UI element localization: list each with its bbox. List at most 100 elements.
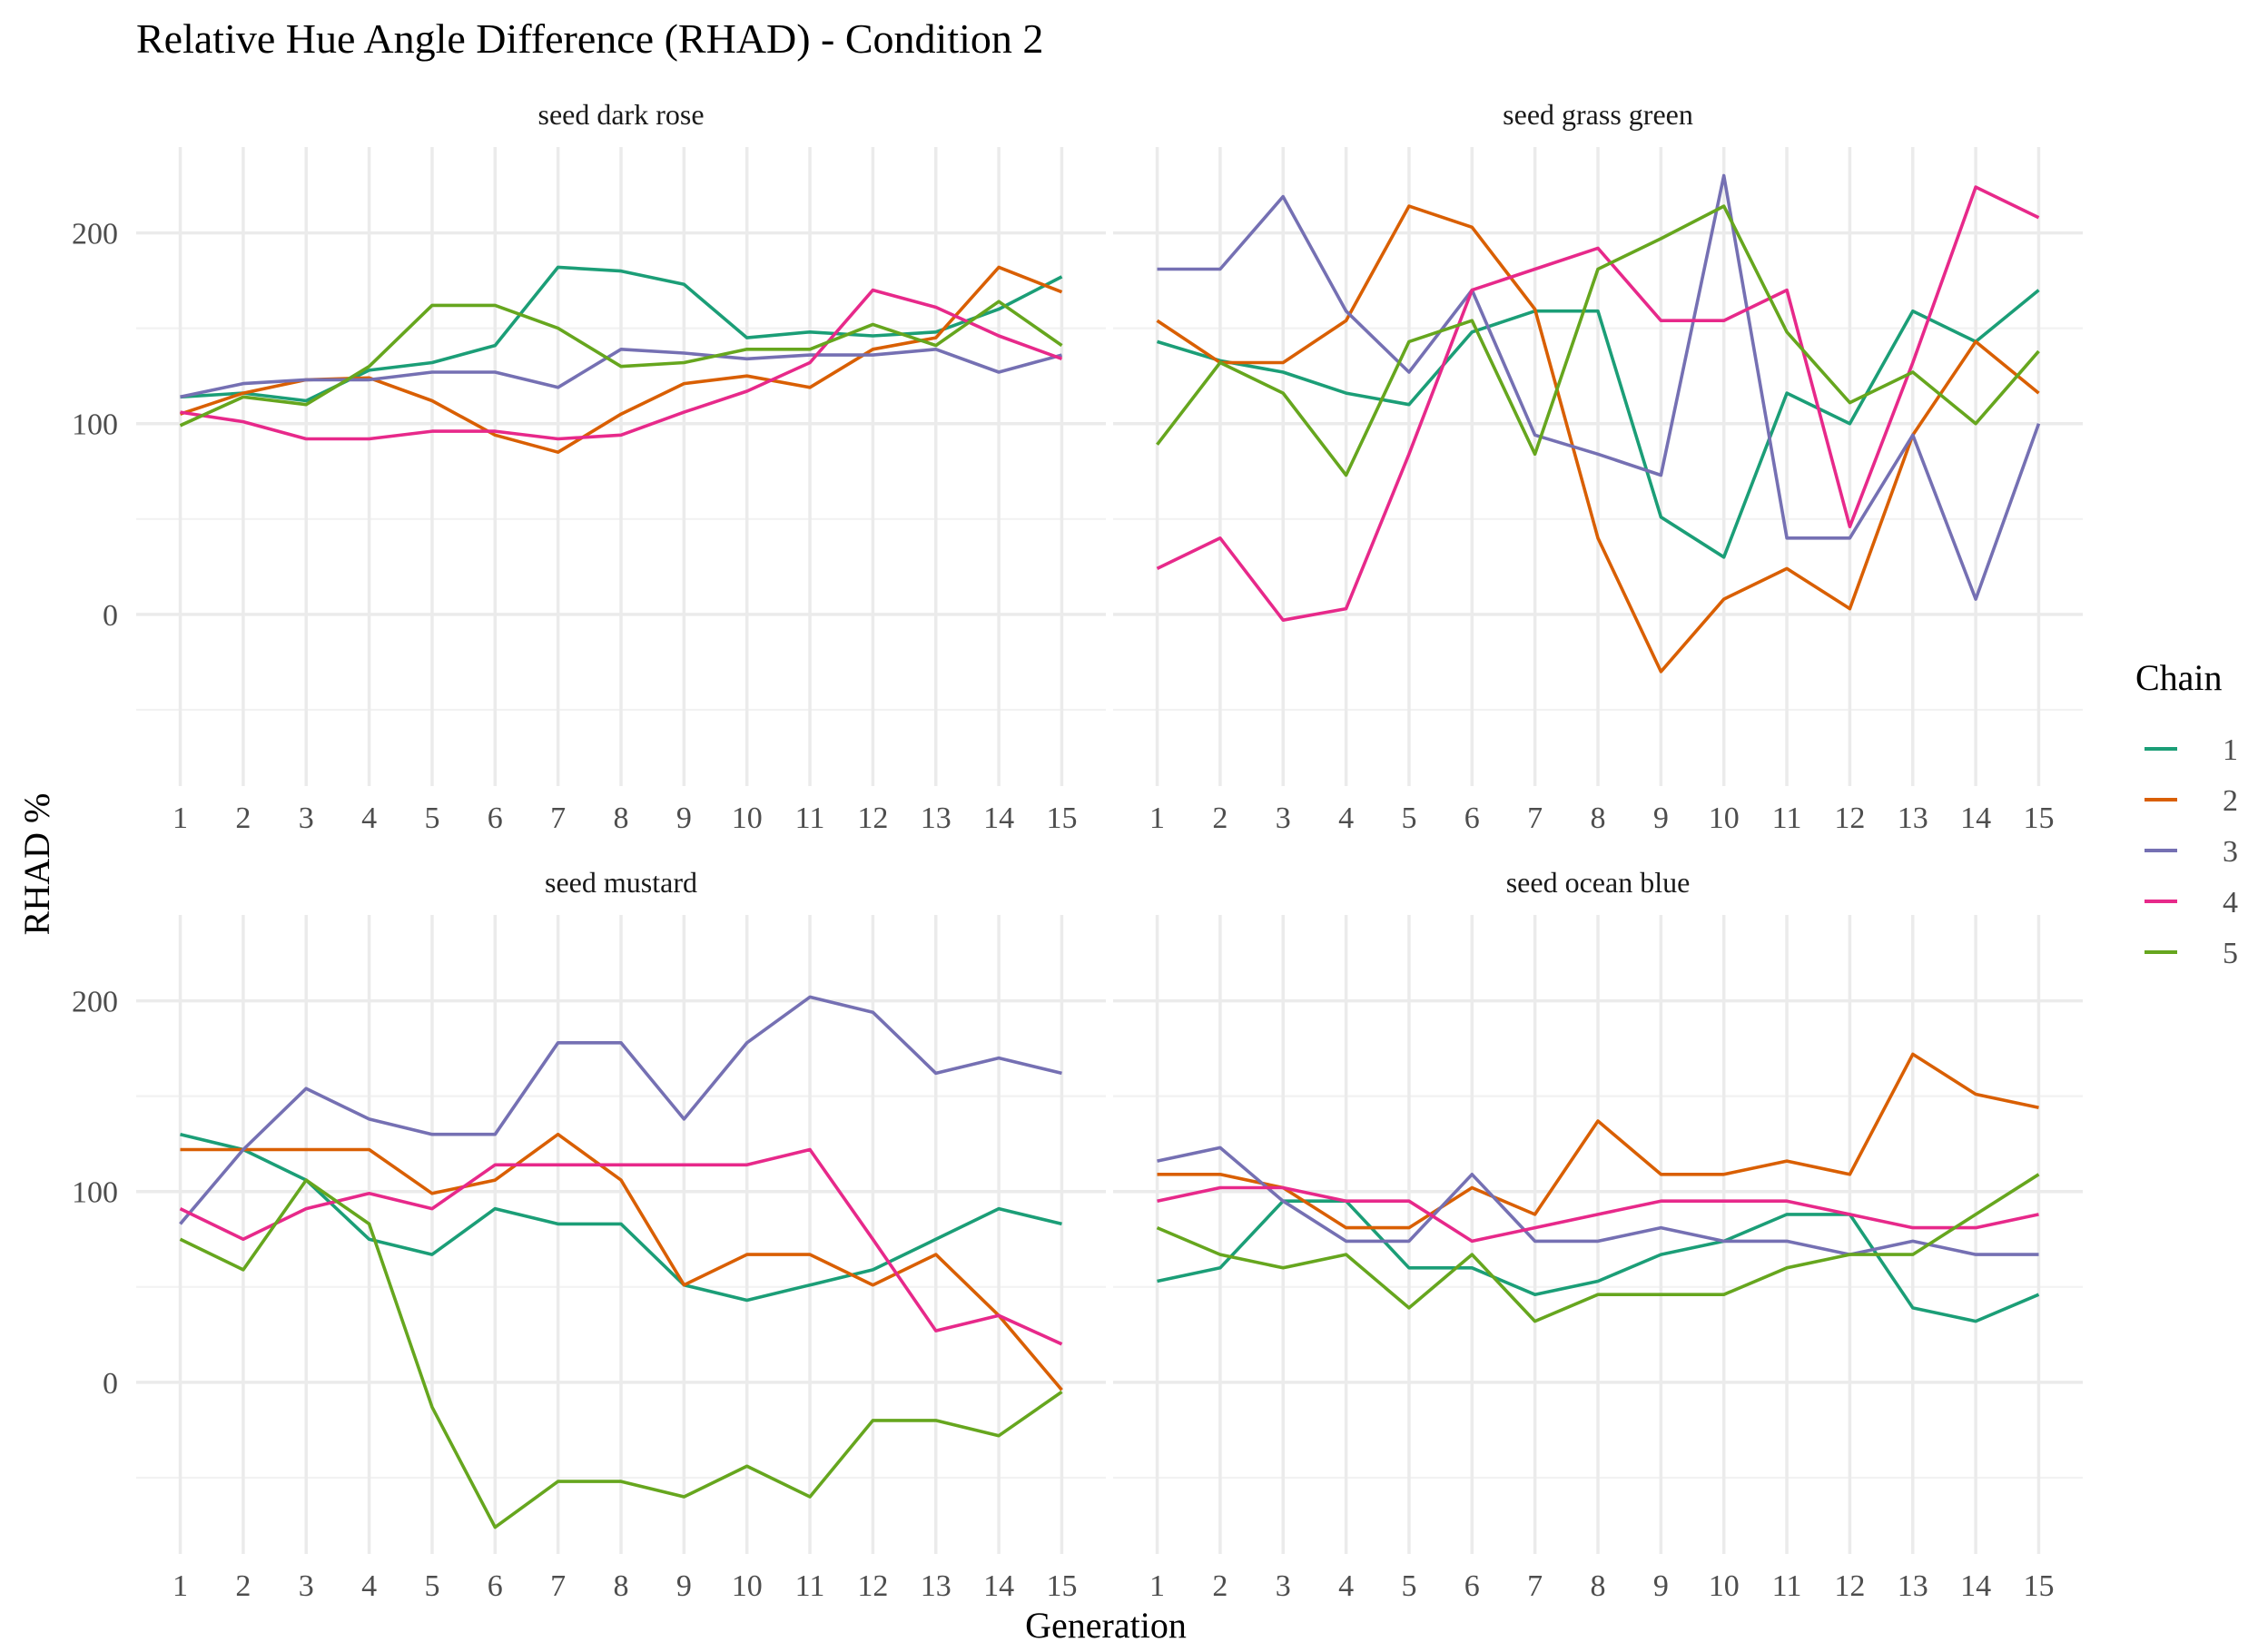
legend-label: 1	[2223, 733, 2238, 767]
x-axis-title: Generation	[1025, 1605, 1187, 1646]
x-tick-label: 10	[1709, 801, 1740, 835]
x-tick-label: 10	[732, 1569, 763, 1603]
series-line-chain-3	[1157, 173, 2041, 601]
x-tick-label: 12	[1834, 801, 1865, 835]
x-tick-label: 13	[1898, 801, 1928, 835]
x-tick-label: 9	[1653, 1569, 1669, 1603]
x-tick-label: 13	[1898, 1569, 1928, 1603]
legend-title: Chain	[2135, 657, 2223, 698]
x-tick-label: 10	[732, 801, 763, 835]
y-axis-title: RHAD %	[16, 793, 57, 936]
x-tick-label: 14	[1960, 1569, 1991, 1603]
facet-strip-label: seed dark rose	[537, 98, 704, 131]
legend-item: 3	[2145, 835, 2238, 869]
series-line-chain-5	[1156, 204, 2040, 477]
legend-item: 4	[2145, 886, 2238, 919]
legend-item: 2	[2145, 784, 2238, 818]
x-tick-label: 7	[1527, 1569, 1543, 1603]
x-tick-label: 6	[1464, 801, 1480, 835]
x-tick-label: 1	[173, 1569, 188, 1603]
series-line-chain-1	[180, 1132, 1062, 1303]
x-tick-label: 2	[1212, 1569, 1228, 1603]
x-tick-label: 6	[488, 1569, 503, 1603]
series-line-chain-3	[1157, 1146, 2039, 1256]
x-tick-label: 7	[1527, 801, 1543, 835]
x-tick-label: 11	[795, 801, 825, 835]
x-tick-label: 2	[235, 1569, 251, 1603]
x-tick-label: 2	[1212, 801, 1228, 835]
x-tick-label: 3	[1276, 1569, 1291, 1603]
series-line-chain-5	[179, 300, 1063, 428]
x-tick-label: 14	[983, 1569, 1014, 1603]
legend-label: 4	[2223, 886, 2238, 919]
x-tick-label: 14	[1960, 801, 1991, 835]
x-tick-label: 3	[299, 801, 314, 835]
x-tick-label: 15	[2023, 801, 2054, 835]
x-tick-label: 8	[614, 801, 629, 835]
x-tick-label: 9	[1653, 801, 1669, 835]
series-line-chain-3	[180, 347, 1062, 399]
x-tick-label: 13	[921, 801, 952, 835]
x-tick-label: 9	[676, 1569, 692, 1603]
legend-label: 2	[2223, 784, 2238, 818]
y-tick-label: 0	[103, 599, 118, 633]
legend-label: 3	[2223, 835, 2238, 869]
y-tick-label: 200	[72, 986, 118, 1019]
series-line-chain-5	[179, 1178, 1063, 1529]
legend-item: 5	[2145, 937, 2238, 970]
x-tick-label: 5	[424, 801, 439, 835]
x-tick-label: 6	[488, 801, 503, 835]
x-tick-label: 12	[857, 1569, 888, 1603]
x-tick-label: 12	[857, 801, 888, 835]
series-line-chain-1	[1156, 289, 2040, 559]
x-tick-label: 15	[1046, 801, 1077, 835]
series-line-chain-2	[180, 1132, 1063, 1391]
x-tick-label: 7	[550, 1569, 566, 1603]
series-line-chain-3	[179, 995, 1062, 1225]
x-tick-label: 4	[1338, 801, 1354, 835]
x-tick-label: 8	[1591, 1569, 1606, 1603]
facet-strip-label: seed grass green	[1503, 98, 1693, 131]
x-tick-label: 8	[1591, 801, 1606, 835]
x-tick-label: 14	[983, 801, 1014, 835]
x-tick-label: 11	[795, 1569, 825, 1603]
x-tick-label: 1	[1149, 1569, 1165, 1603]
x-tick-label: 12	[1834, 1569, 1865, 1603]
x-tick-label: 7	[550, 801, 566, 835]
x-tick-label: 3	[1276, 801, 1291, 835]
x-tick-label: 4	[1338, 1569, 1354, 1603]
x-tick-label: 15	[1046, 1569, 1077, 1603]
x-tick-label: 11	[1772, 801, 1802, 835]
series-line-chain-4	[1157, 1185, 2039, 1244]
x-tick-label: 6	[1464, 1569, 1480, 1603]
x-tick-label: 10	[1709, 1569, 1740, 1603]
legend: Chain 1 2 3 4 5	[2135, 657, 2238, 970]
series-line-chain-2	[1156, 204, 2040, 674]
x-tick-label: 3	[299, 1569, 314, 1603]
facet-strip-label: seed mustard	[545, 866, 697, 899]
y-tick-label: 100	[72, 408, 118, 442]
series-line-chain-4	[180, 288, 1063, 441]
x-tick-label: 5	[1401, 801, 1416, 835]
y-tick-label: 200	[72, 218, 118, 251]
y-tick-label: 0	[103, 1367, 118, 1401]
legend-label: 5	[2223, 937, 2238, 970]
x-tick-label: 9	[676, 801, 692, 835]
x-tick-label: 4	[361, 1569, 377, 1603]
series-line-chain-4	[1156, 185, 2040, 623]
x-tick-label: 15	[2023, 1569, 2054, 1603]
legend-item: 1	[2145, 733, 2238, 767]
x-tick-label: 2	[235, 801, 251, 835]
facet-strip-label: seed ocean blue	[1506, 866, 1691, 899]
x-tick-label: 5	[1401, 1569, 1416, 1603]
x-tick-label: 11	[1772, 1569, 1802, 1603]
x-tick-label: 1	[173, 801, 188, 835]
x-tick-label: 8	[614, 1569, 629, 1603]
